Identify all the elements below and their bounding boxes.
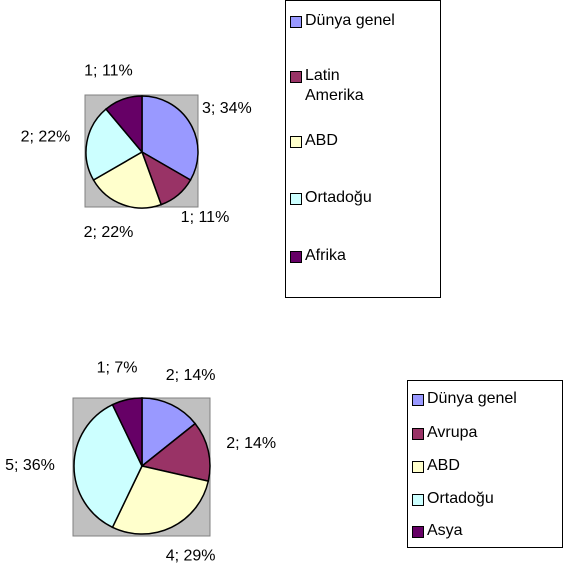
legend-entry: ABD <box>290 131 438 151</box>
legend-entry: Avrupa <box>412 423 560 443</box>
legend-entry: Afrika <box>290 246 438 266</box>
pie-slice <box>111 397 143 467</box>
legend-swatch <box>412 526 424 538</box>
legend-label: ABD <box>427 457 460 474</box>
data-label: 2; 22% <box>84 224 134 241</box>
legend-entry: ABD <box>412 456 560 476</box>
data-label: 1; 7% <box>97 360 138 377</box>
legend-swatch <box>412 494 424 506</box>
pie-slice <box>73 403 143 529</box>
legend-label: Afrika <box>305 247 346 264</box>
data-label: 2; 22% <box>21 128 71 145</box>
data-label: 5; 36% <box>5 457 55 474</box>
legend-entry: Dünya genel <box>290 11 438 31</box>
pie-slice <box>141 95 199 182</box>
pie-slice <box>141 397 197 468</box>
legend-label: ABD <box>305 132 338 149</box>
data-label: 1; 11% <box>84 62 133 79</box>
pie-slice <box>85 108 144 182</box>
legend: Dünya genel Latin Amerika ABD Ortadoğu Afrik… <box>285 0 441 298</box>
legend-swatch <box>412 428 424 440</box>
legend-swatch <box>412 461 424 473</box>
legend-label: Ortadoğu <box>427 490 494 507</box>
legend-swatch <box>290 193 302 205</box>
legend-entry: Asya <box>412 521 560 541</box>
pie-slice <box>111 465 210 535</box>
legend-label: Dünya genel <box>427 390 517 407</box>
legend-label: Dünya genel <box>305 12 395 29</box>
legend-swatch <box>290 251 302 263</box>
data-label: 4; 29% <box>166 547 216 563</box>
legend-label: Latin Amerika <box>305 67 364 104</box>
legend-label: Asya <box>427 522 463 539</box>
data-label: 3; 34% <box>202 100 252 117</box>
data-label: 1; 11% <box>181 209 230 226</box>
data-label: 2; 14% <box>226 435 276 452</box>
legend-label: Ortadoğu <box>305 189 372 206</box>
legend-entry: Ortadoğu <box>412 489 560 509</box>
legend: Dünya genel Avrupa ABD Ortadoğu Asya <box>407 380 563 548</box>
pie-slice <box>104 95 143 155</box>
legend-swatch <box>290 16 302 28</box>
legend-swatch <box>412 394 424 406</box>
legend-swatch <box>290 71 302 83</box>
legend-entry: Dünya genel <box>412 389 560 409</box>
pie-slice <box>140 422 211 483</box>
legend-entry: Latin Amerika <box>290 66 438 106</box>
data-label: 2; 14% <box>166 367 216 384</box>
legend-entry: Ortadoğu <box>290 188 438 208</box>
pie-slice <box>92 150 163 209</box>
legend-swatch <box>290 136 302 148</box>
legend-label: Avrupa <box>427 424 478 441</box>
